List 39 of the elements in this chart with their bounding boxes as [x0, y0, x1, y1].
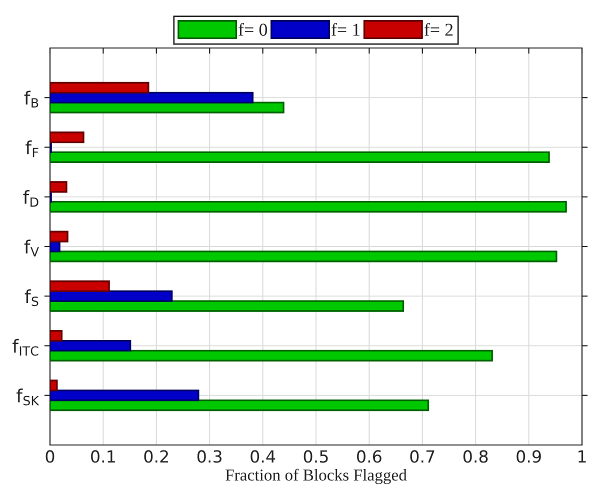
bar	[50, 82, 150, 94]
bar	[50, 350, 493, 362]
y-tick-label: f$_{V}$	[24, 240, 39, 256]
bar	[50, 380, 58, 392]
bar	[50, 340, 132, 352]
y-tick-label: f$_{D}$	[23, 190, 38, 207]
x-tick-label: 0.7	[410, 450, 434, 463]
x-tick-label: 0.8	[463, 450, 488, 463]
x-tick-label: 0.2	[144, 450, 168, 463]
y-tick-label: f$_{B}$	[24, 90, 38, 108]
x-tick-label: 0.4	[250, 450, 276, 463]
legend-label: f= 0	[238, 22, 268, 36]
bar	[50, 201, 567, 213]
x-tick-label: 0.5	[304, 450, 328, 463]
bar	[50, 92, 254, 104]
x-tick-label: 0.1	[91, 450, 115, 463]
x-tick-label: 0	[46, 450, 54, 463]
y-tick-label: f$_{SK}$	[16, 388, 40, 406]
bar	[50, 390, 200, 402]
bar	[50, 250, 558, 262]
y-tick-label: f$_{ITC}$	[12, 338, 38, 356]
bar	[50, 330, 63, 342]
x-tick-label: 0.6	[357, 450, 382, 463]
y-tick-label: f$_{S}$	[24, 289, 38, 306]
y-tick-label: f$_{F}$	[26, 140, 38, 158]
x-tick-label: 0.3	[197, 450, 222, 463]
bar	[50, 300, 404, 312]
x-axis-title: Fraction of Blocks Flagged	[226, 468, 407, 484]
x-tick-label: 0.9	[516, 450, 541, 463]
bar	[50, 151, 550, 163]
x-tick-label: 1	[578, 450, 586, 463]
bar	[50, 181, 68, 193]
legend-label: f= 1	[331, 22, 360, 36]
bar	[50, 230, 68, 242]
bar	[50, 280, 110, 292]
bar	[50, 290, 173, 302]
bar	[50, 400, 430, 412]
legend-label: f= 2	[424, 22, 453, 36]
bar	[50, 132, 84, 144]
